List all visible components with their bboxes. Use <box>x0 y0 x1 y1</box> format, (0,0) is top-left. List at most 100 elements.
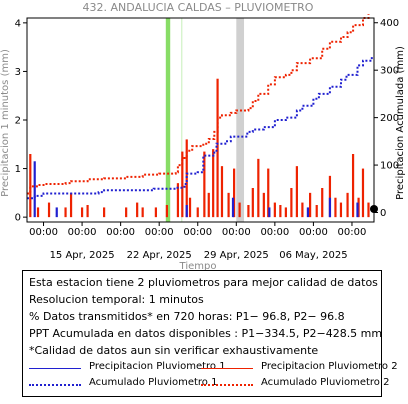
x-tick-date-3: 22 Apr, 2025 <box>127 250 192 261</box>
p2-rain-bar-26 <box>247 205 250 218</box>
p2-rain-bar-35 <box>295 166 298 218</box>
chart-title: 432. ANDALUCIA CALDAS – PLUVIOMETRO <box>83 1 314 14</box>
x-tick-time-8: 00:00 <box>338 227 367 238</box>
p2-rain-bar-27 <box>251 188 254 218</box>
y-left-tick-label-3: 3 <box>15 67 21 78</box>
p2-rain-bar-42 <box>339 202 343 218</box>
x-tick-time-2: 00:00 <box>106 227 135 238</box>
p1-rain-bar-3 <box>231 197 235 218</box>
p2-rain-bar-0 <box>29 154 32 218</box>
y-right-tick-label-4: 400 <box>380 18 399 29</box>
p2-rain-bar-15 <box>185 139 188 218</box>
p2-rain-bar-20 <box>212 149 215 218</box>
p2-rain-bar-31 <box>273 202 276 218</box>
legend-swatch-p2-acc <box>201 384 253 386</box>
p2-rain-bar-16 <box>188 197 192 218</box>
p2-rain-bar-8 <box>125 207 128 218</box>
x-tick-time-1: 00:00 <box>68 227 97 238</box>
legend-label-p2-bar: Precipitacion Pluviometro 2 <box>261 361 398 372</box>
shaded-period-1 <box>181 18 183 222</box>
p2-rain-bar-37 <box>309 192 312 218</box>
p1-rain-bar-5 <box>306 207 310 218</box>
p1-rain-bar-0 <box>33 161 36 218</box>
p2-rain-bar-18 <box>203 151 206 218</box>
p1-rain-bar-6 <box>328 197 332 218</box>
p2-rain-bar-36 <box>301 202 304 218</box>
p2-rain-bar-2 <box>47 202 51 218</box>
rain-chart: 432. ANDALUCIA CALDAS – PLUVIOMETRO 0 1 2 3… <box>0 1 406 270</box>
p2-rain-bar-6 <box>86 205 89 218</box>
legend-label-p1-bar: Precipitacion Pluviometro 1 <box>89 361 226 372</box>
p2-rain-bar-45 <box>357 197 360 218</box>
legend-label-p2-acc: Acumulado Pluviometro 2 <box>261 377 390 388</box>
y-left-tick-label-0: 0 <box>15 213 21 224</box>
y-left-tick-label-4: 4 <box>15 18 21 29</box>
y-right-label: Precipitacion Acumulada (mm) <box>395 46 406 200</box>
y-left-tick-label-2: 2 <box>15 116 21 127</box>
x-tick-time-0: 00:00 <box>29 227 58 238</box>
p2-rain-bar-23 <box>227 192 230 218</box>
y-right-tick-label-0: 0 <box>380 208 386 219</box>
p2-rain-bar-40 <box>328 175 332 218</box>
p2-rain-bar-44 <box>351 154 355 218</box>
x-tick-date-5: 29 Apr, 2025 <box>204 250 269 261</box>
p2-rain-bar-43 <box>346 192 349 218</box>
p2-rain-bar-14 <box>181 151 184 218</box>
p2-rain-bar-19 <box>207 192 210 218</box>
p1-rain-bar-2 <box>185 205 188 218</box>
p2-rain-bar-21 <box>216 78 219 218</box>
p2-rain-bar-38 <box>315 205 318 218</box>
p2-rain-bar-4 <box>69 192 73 218</box>
p2-rain-bar-24 <box>232 168 236 218</box>
p2-rain-bar-39 <box>321 188 324 218</box>
p2-rain-bar-5 <box>80 207 84 218</box>
info-line-accumulated: PPT Acumulada en datos disponibles : P1−… <box>29 327 383 340</box>
y-right-tick-label-3: 300 <box>380 66 399 77</box>
info-line-transmitted: % Datos transmitidos* en 720 horas: P1− … <box>29 310 345 323</box>
p2-rain-bar-1 <box>36 207 40 218</box>
info-line-stations: Esta estacion tiene 2 pluviometros para … <box>29 276 378 289</box>
p2-rain-bar-17 <box>196 207 199 218</box>
legend-label-p1-acc: Acumulado Pluviometro 1 <box>89 377 218 388</box>
info-line-resolution: Resolucion temporal: 1 minutos <box>29 293 204 306</box>
p2-rain-bar-9 <box>136 202 139 218</box>
x-tick-time-4: 00:00 <box>183 227 212 238</box>
shaded-period-0 <box>165 18 171 222</box>
p2-rain-bar-12 <box>165 205 169 218</box>
status-dot <box>370 205 378 213</box>
p2-rain-bar-28 <box>257 158 260 218</box>
p1-rain-bar-4 <box>268 207 271 218</box>
info-box: Esta estacion tiene 2 pluviometros para … <box>22 270 398 397</box>
legend-swatch-p1-bar <box>29 368 81 369</box>
p1-accumulated-line <box>27 56 373 200</box>
p2-rain-bar-22 <box>220 166 224 218</box>
p2-rain-bar-33 <box>284 207 287 218</box>
p2-rain-bar-41 <box>334 197 337 218</box>
p2-rain-bar-47 <box>367 202 370 218</box>
p2-accumulated-line <box>27 14 370 195</box>
p2-rain-bar-3 <box>64 207 67 218</box>
p2-rain-bar-25 <box>238 202 241 218</box>
x-tick-time-7: 00:00 <box>299 227 328 238</box>
x-axis-label: Tiempo <box>179 261 217 270</box>
y-left-label: Precipitacion 1 minutos (mm) <box>0 49 11 197</box>
p2-rain-bar-30 <box>267 168 270 218</box>
p2-rain-bar-7 <box>103 207 106 218</box>
p2-rain-bar-13 <box>176 183 180 218</box>
x-tick-time-6: 00:00 <box>260 227 289 238</box>
shaded-period-2 <box>236 18 245 222</box>
x-tick-date-1: 15 Apr, 2025 <box>50 250 115 261</box>
x-tick-date-7: 06 May, 2025 <box>279 250 347 261</box>
y-left-tick-label-1: 1 <box>15 164 21 175</box>
legend-swatch-p1-acc <box>29 384 81 386</box>
p2-rain-bar-34 <box>290 188 293 218</box>
p1-rain-bar-7 <box>356 202 359 218</box>
p2-rain-bar-46 <box>361 168 365 218</box>
p2-rain-bar-32 <box>279 205 282 218</box>
x-tick-time-5: 00:00 <box>222 227 251 238</box>
p2-rain-bar-29 <box>262 192 265 218</box>
y-right-tick-label-2: 200 <box>380 113 399 124</box>
y-right-tick-label-1: 100 <box>380 161 399 172</box>
x-tick-time-3: 00:00 <box>145 227 174 238</box>
legend-swatch-p2-bar <box>201 368 253 369</box>
